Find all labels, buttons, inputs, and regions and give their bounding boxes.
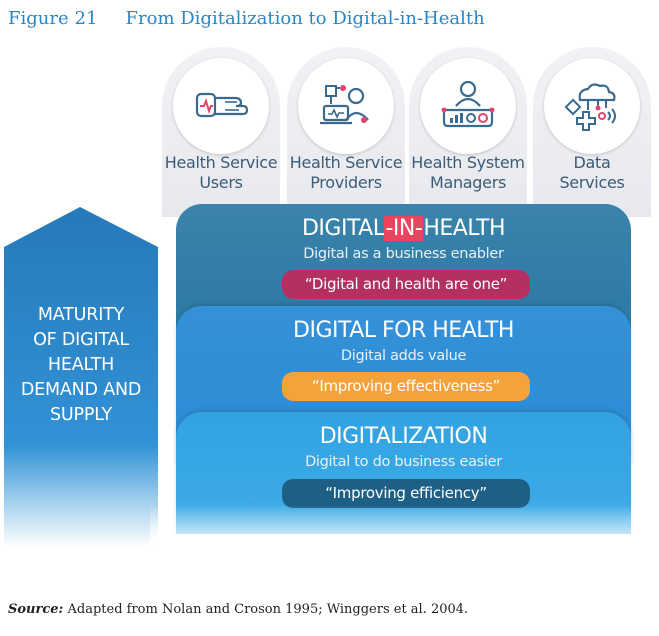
stakeholder-health-service-users: Health Service Users — [162, 47, 280, 217]
figure-title: Figure 21 From Digitalization to Digital-i… — [8, 8, 485, 29]
stakeholder-health-service-providers: Health Service Providers — [287, 47, 405, 217]
layer-title-highlight: -IN- — [384, 216, 424, 241]
stakeholder-label: Data Services — [533, 153, 651, 193]
stakeholder-label-line1: Health Service — [164, 153, 278, 172]
maturity-arrow-label: MATURITY OF DIGITAL HEALTH DEMAND AND SU… — [8, 303, 154, 428]
maturity-line-5: SUPPLY — [50, 405, 112, 425]
stakeholder-label: Health Service Providers — [287, 153, 405, 193]
maturity-line-1: MATURITY — [37, 305, 125, 325]
stakeholder-icon-circle — [173, 58, 269, 154]
stakeholder-icon-circle — [544, 58, 640, 154]
layer-title: DIGITAL FOR HEALTH — [293, 318, 514, 343]
stakeholder-label-line2: Managers — [429, 173, 507, 192]
source-label: Source: — [8, 602, 64, 617]
maturity-line-2: OF DIGITAL — [33, 330, 129, 350]
stakeholder-data-services: Data Services — [533, 47, 651, 217]
stakeholder-icon-circle — [420, 58, 516, 154]
stakeholder-label: Health Service Users — [162, 153, 280, 193]
maturity-arrow-shape — [4, 207, 158, 547]
layer-pill: “Improving effectiveness” — [282, 372, 530, 401]
figure-number: 21 — [74, 8, 98, 29]
figure-name: From Digitalization to Digital-in-Health — [125, 8, 485, 29]
layer-pill: “Digital and health are one” — [282, 270, 530, 299]
source-text: Adapted from Nolan and Croson 1995; Wing… — [63, 602, 469, 617]
layer-subtitle: Digital adds value — [340, 348, 467, 364]
cloud-network-icon — [564, 83, 616, 131]
stakeholder-label: Health System Managers — [409, 153, 527, 193]
manager-dashboard-icon — [441, 80, 495, 128]
stakeholder-label-line2: Providers — [310, 173, 382, 192]
stakeholder-label-line1: Health System — [411, 153, 525, 172]
layer-title: DIGITALIZATION — [319, 424, 488, 449]
doctor-laptop-icon — [320, 85, 369, 125]
layer-title: DIGITAL-IN-HEALTH — [176, 216, 631, 241]
stakeholder-health-system-managers: Health System Managers — [409, 47, 527, 217]
maturity-line-4: DEMAND AND — [20, 380, 142, 400]
bottom-fade — [150, 505, 650, 555]
stakeholder-label-line1: Health Service — [289, 153, 403, 172]
stakeholder-label-line2: Services — [559, 173, 625, 192]
layer-subtitle: Digital to do business easier — [305, 454, 502, 470]
stakeholder-icon-circle — [298, 58, 394, 154]
smartwatch-hand-icon — [195, 92, 249, 118]
stakeholder-label-line2: Users — [199, 173, 243, 192]
maturity-arrow: MATURITY OF DIGITAL HEALTH DEMAND AND SU… — [0, 207, 162, 547]
layer-subtitle: Digital as a business enabler — [303, 246, 504, 262]
layer-title-suffix: HEALTH — [423, 216, 506, 241]
source-note: Source: Adapted from Nolan and Croson 19… — [8, 602, 468, 617]
layer-title-prefix: DIGITAL — [301, 216, 385, 241]
maturity-line-3: HEALTH — [47, 355, 115, 375]
stakeholder-label-line1: Data — [573, 153, 611, 172]
layer-pill: “Improving efficiency” — [282, 479, 530, 508]
figure-label: Figure — [8, 8, 69, 29]
